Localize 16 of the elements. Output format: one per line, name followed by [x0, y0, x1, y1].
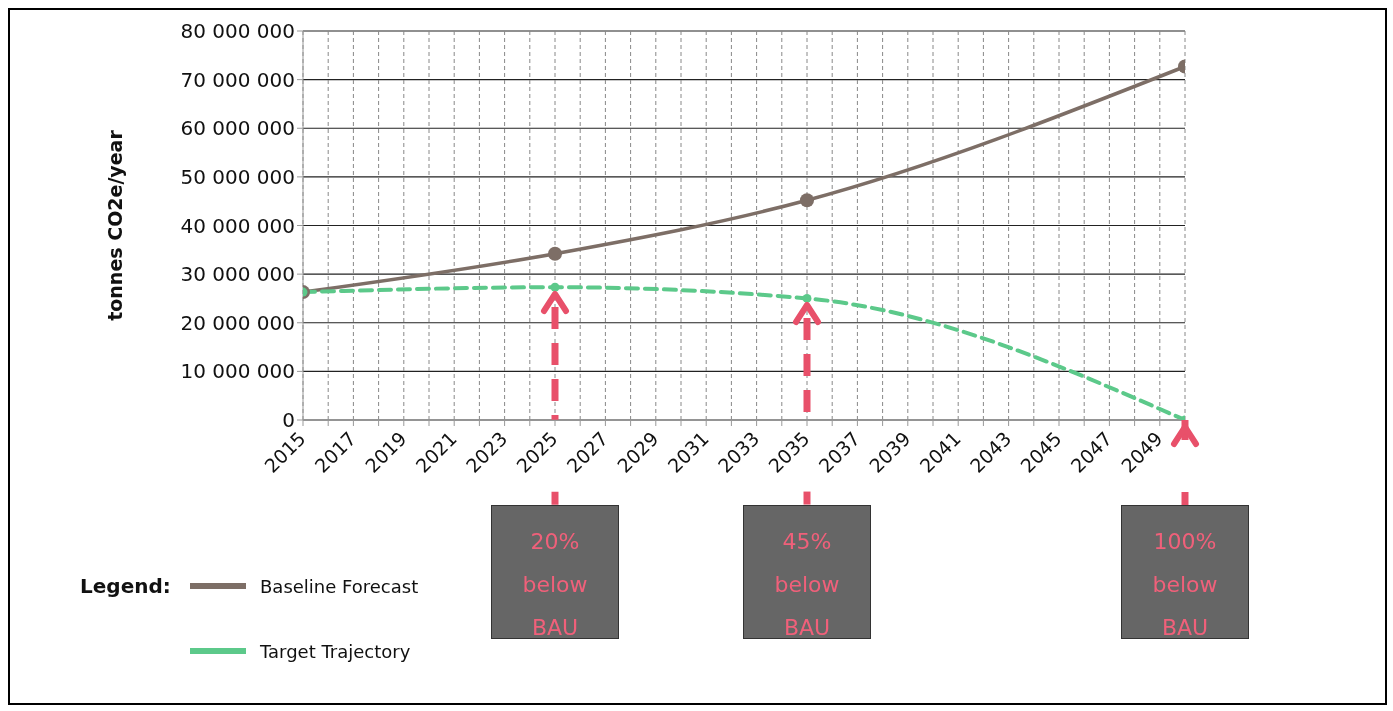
y-tick-label: 80 000 000: [180, 19, 295, 44]
y-tick-label: 70 000 000: [180, 67, 295, 92]
legend-title: Legend:: [80, 574, 172, 598]
y-tick-label: 40 000 000: [180, 213, 295, 238]
y-tick-label: 0: [282, 408, 295, 433]
y-axis-title: tonnes CO2e/year: [103, 129, 126, 321]
text: 20% below BAU: [491, 505, 619, 640]
text: 45% below BAU: [743, 505, 871, 640]
y-tick-label: 10 000 000: [180, 359, 295, 384]
y-tick-label: 20 000 000: [180, 310, 295, 335]
y-tick-label: 60 000 000: [180, 116, 295, 141]
legend-label: Target Trajectory: [260, 640, 411, 662]
text: 100% below BAU: [1121, 505, 1249, 640]
legend-label: Baseline Forecast: [260, 575, 419, 597]
y-tick-label: 50 000 000: [180, 164, 295, 189]
y-tick-label: 30 000 000: [180, 262, 295, 287]
